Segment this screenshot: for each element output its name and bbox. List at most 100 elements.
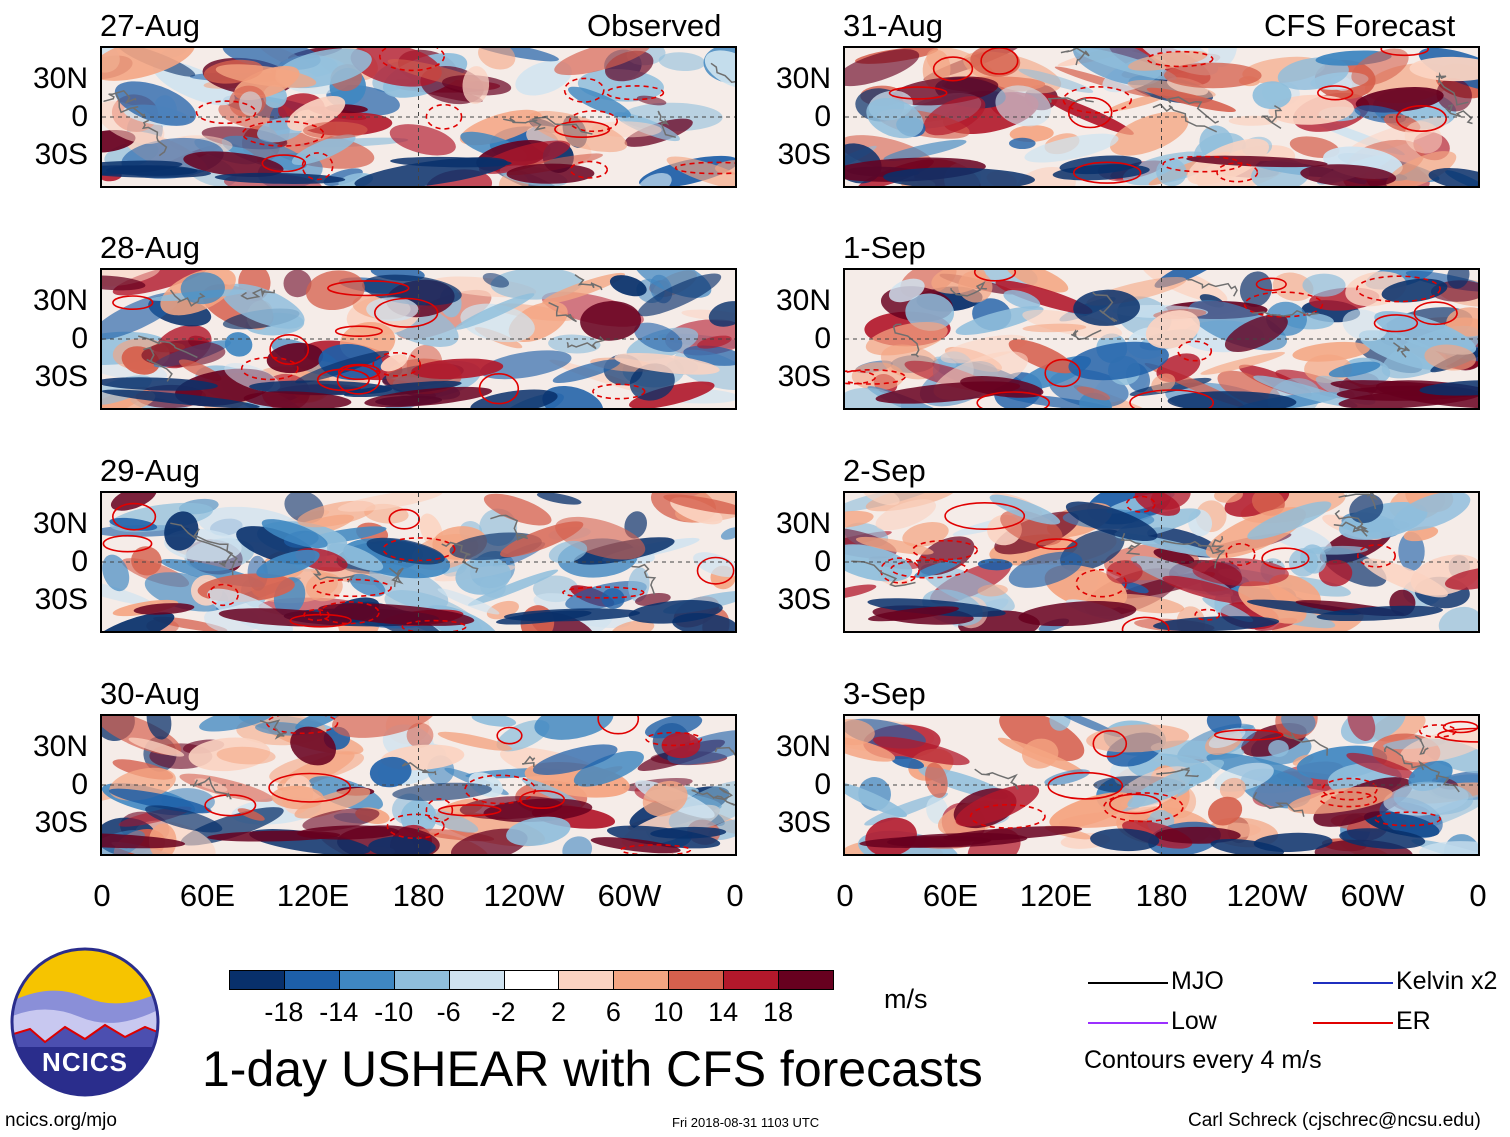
coastline	[574, 274, 603, 291]
x-tick-left-2: 120E	[276, 878, 350, 913]
heatmap-panel-right-3	[843, 714, 1480, 856]
er-contour	[1162, 155, 1243, 173]
coastline	[1152, 103, 1218, 133]
shear-blob	[923, 96, 986, 136]
shear-blob	[418, 808, 479, 833]
er-contour	[696, 556, 735, 585]
shear-blob	[1065, 501, 1158, 542]
x-tick-left-5: 60W	[597, 878, 662, 913]
panel-date-left-2: 29-Aug	[100, 453, 200, 488]
shear-blob	[141, 340, 226, 367]
shear-blob	[905, 293, 955, 331]
shear-blob	[110, 493, 157, 511]
coastline	[1414, 735, 1429, 755]
y-tick-left-3-2: 30S	[34, 806, 88, 840]
er-contour	[1213, 729, 1284, 741]
er-contour	[1036, 538, 1078, 550]
shear-blob	[977, 558, 1013, 571]
colorbar-swatch	[229, 970, 285, 990]
shear-blob	[552, 359, 621, 384]
coastline	[259, 719, 287, 740]
coastline	[1165, 96, 1220, 124]
shear-blob	[977, 584, 1008, 597]
shear-band	[1167, 391, 1297, 408]
shear-blob	[180, 272, 225, 305]
shear-blob	[164, 511, 199, 551]
shear-blob	[1009, 137, 1036, 149]
ncics-logo: NCICS	[10, 947, 160, 1097]
shear-blob	[291, 134, 356, 165]
y-tick-right-1-1: 0	[814, 322, 831, 355]
er-contour	[496, 726, 523, 745]
heatmap-svg	[102, 270, 735, 408]
shear-blob	[469, 48, 559, 62]
er-contour	[932, 56, 974, 82]
coastline	[401, 761, 437, 776]
er-contour	[1075, 568, 1127, 598]
shear-blob	[287, 95, 346, 132]
shear-band	[1253, 832, 1333, 852]
panel-date-right-0: 31-Aug	[843, 8, 943, 43]
shear-blob	[940, 334, 1028, 364]
shear-band	[297, 825, 400, 840]
er-contour	[645, 731, 703, 747]
shear-band	[102, 389, 260, 408]
shear-band	[496, 610, 592, 625]
shear-band	[364, 386, 493, 408]
coastline	[657, 110, 676, 139]
shear-blob	[102, 612, 175, 631]
heatmap-panel-right-0	[843, 46, 1480, 188]
er-contour	[1374, 811, 1442, 827]
shear-blob	[611, 620, 655, 631]
coastline	[1261, 105, 1283, 130]
coastline	[1187, 278, 1238, 297]
shear-blob	[1346, 752, 1416, 779]
er-contour	[1261, 547, 1310, 570]
er-contour	[425, 103, 463, 130]
er-contour	[1380, 48, 1429, 57]
er-contour	[195, 100, 257, 125]
y-tick-right-0-0: 30N	[775, 61, 831, 95]
heatmap-svg	[845, 270, 1478, 408]
heatmap-panel-right-2	[843, 491, 1480, 633]
shear-blob	[1268, 94, 1354, 125]
shear-blob	[1239, 271, 1273, 307]
er-contour	[319, 601, 380, 625]
shear-blob	[482, 272, 510, 288]
er-contour	[334, 325, 383, 338]
shear-blob	[437, 588, 500, 615]
er-contour	[1356, 544, 1396, 568]
coastline	[103, 89, 137, 105]
shear-blob	[1128, 50, 1208, 71]
shear-blob	[864, 792, 948, 826]
shear-blob	[1073, 289, 1140, 326]
shear-blob	[295, 716, 343, 731]
coastline	[1211, 535, 1225, 569]
shear-blob	[1202, 597, 1254, 623]
y-tick-left-3-0: 30N	[32, 729, 88, 763]
shear-blob	[369, 756, 412, 788]
coastline	[714, 746, 735, 757]
legend-label-0: MJO	[1171, 967, 1224, 995]
coastline	[1435, 71, 1469, 106]
y-tick-left-3-1: 0	[71, 768, 88, 801]
shear-blob	[1068, 341, 1169, 381]
shear-blob	[1247, 501, 1332, 540]
shear-blob	[668, 779, 735, 831]
coastline	[712, 795, 735, 806]
y-tick-left-0-2: 30S	[34, 138, 88, 172]
colorbar-swatch	[723, 970, 780, 990]
panel-date-right-2: 2-Sep	[843, 453, 926, 488]
shear-blob	[1018, 68, 1094, 93]
coastline	[1070, 329, 1102, 341]
er-contour	[372, 352, 422, 377]
shear-blob	[634, 322, 683, 353]
x-tick-left-6: 0	[726, 878, 744, 913]
colorbar-label: 14	[708, 997, 739, 1027]
shear-blob	[1419, 841, 1478, 854]
shear-blob	[914, 559, 961, 578]
shear-blob	[845, 544, 913, 582]
shear-blob	[302, 808, 380, 832]
shear-blob	[845, 510, 874, 528]
shear-blob	[256, 549, 320, 579]
